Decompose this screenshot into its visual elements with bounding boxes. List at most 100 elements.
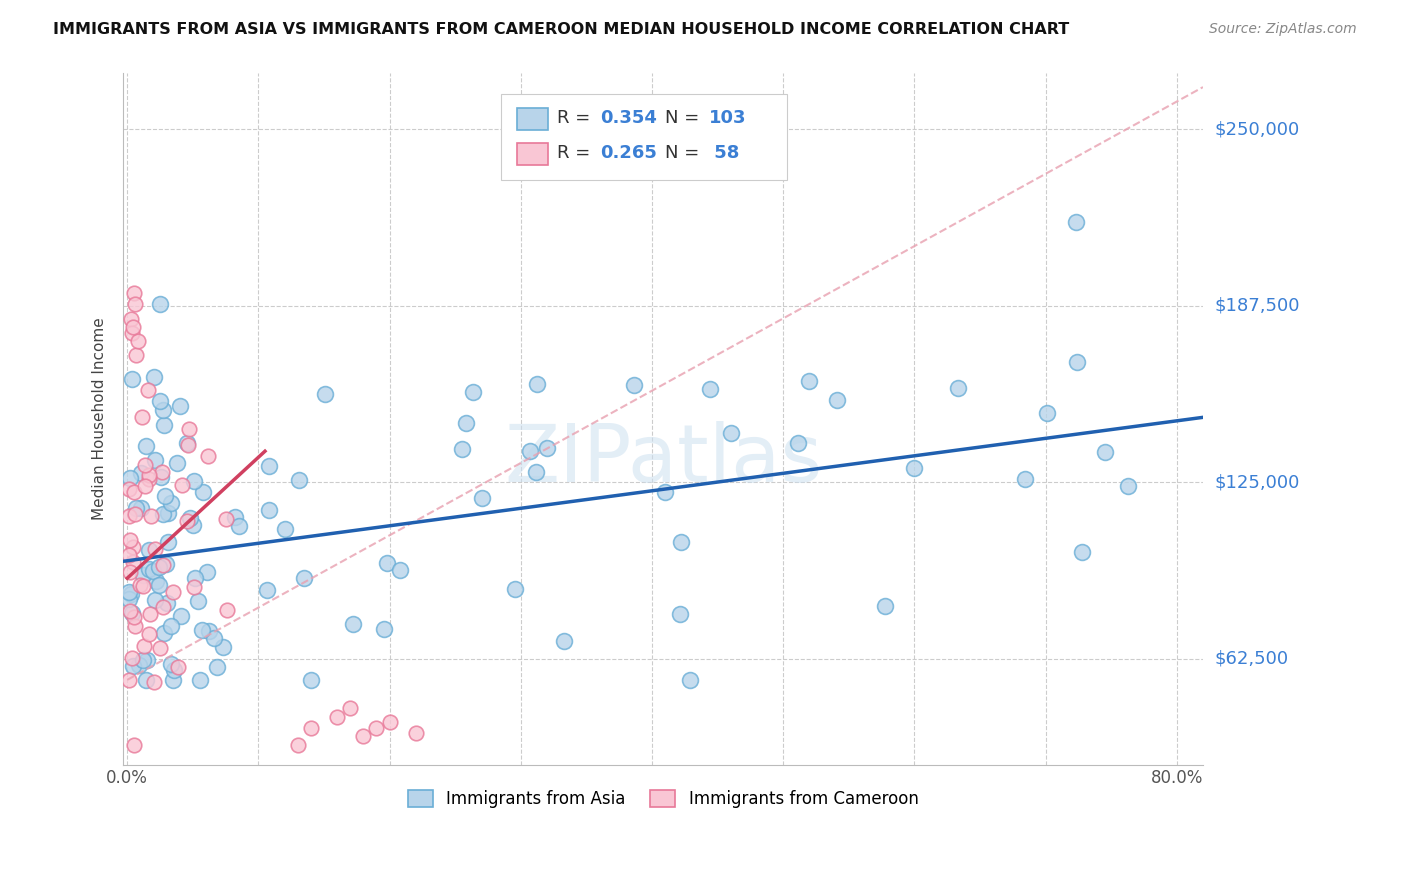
Point bbox=[117, 548, 139, 562]
Point bbox=[124, 507, 146, 521]
Point bbox=[139, 509, 162, 524]
Point bbox=[699, 382, 721, 396]
Point bbox=[825, 393, 848, 408]
Text: 0.265: 0.265 bbox=[600, 144, 658, 161]
Point bbox=[946, 381, 969, 395]
Point bbox=[155, 557, 177, 571]
Point bbox=[163, 663, 186, 677]
Point bbox=[118, 565, 141, 579]
Point bbox=[671, 534, 693, 549]
Point bbox=[461, 384, 484, 399]
Point bbox=[138, 471, 160, 485]
Point bbox=[160, 619, 183, 633]
Point bbox=[134, 458, 156, 472]
Point bbox=[124, 297, 146, 311]
Point bbox=[143, 593, 166, 607]
Point bbox=[131, 567, 153, 582]
Point bbox=[143, 541, 166, 556]
Point bbox=[326, 709, 349, 723]
Point bbox=[120, 604, 142, 618]
Point bbox=[366, 721, 388, 735]
Point bbox=[1035, 406, 1057, 420]
Point bbox=[1064, 214, 1087, 228]
Point bbox=[134, 640, 156, 654]
Point bbox=[197, 449, 219, 463]
Point bbox=[153, 489, 176, 503]
Point bbox=[183, 475, 205, 489]
Text: 58: 58 bbox=[709, 144, 740, 161]
Point bbox=[118, 592, 141, 607]
Point bbox=[623, 377, 645, 392]
Point bbox=[138, 467, 160, 482]
Point bbox=[125, 348, 148, 362]
Text: 103: 103 bbox=[709, 109, 747, 127]
Point bbox=[378, 715, 401, 730]
Point bbox=[373, 622, 395, 636]
Point bbox=[157, 506, 180, 520]
Point bbox=[118, 482, 141, 496]
Point bbox=[720, 425, 742, 440]
Point bbox=[188, 673, 211, 687]
Point bbox=[121, 320, 143, 334]
Point bbox=[314, 387, 336, 401]
Point bbox=[212, 640, 235, 654]
Point bbox=[117, 673, 139, 688]
Point bbox=[224, 510, 246, 524]
Point bbox=[177, 438, 200, 452]
Point bbox=[205, 659, 228, 673]
Point bbox=[132, 653, 155, 667]
Y-axis label: Median Household Income: Median Household Income bbox=[93, 318, 107, 520]
Point bbox=[352, 729, 374, 743]
Point bbox=[299, 721, 322, 735]
Point bbox=[191, 485, 214, 500]
Point bbox=[375, 557, 398, 571]
Point bbox=[797, 374, 820, 388]
Point bbox=[215, 512, 238, 526]
Point bbox=[187, 594, 209, 608]
Text: IMMIGRANTS FROM ASIA VS IMMIGRANTS FROM CAMEROON MEDIAN HOUSEHOLD INCOME CORRELA: IMMIGRANTS FROM ASIA VS IMMIGRANTS FROM … bbox=[53, 22, 1070, 37]
Point bbox=[179, 511, 201, 525]
Text: Source: ZipAtlas.com: Source: ZipAtlas.com bbox=[1209, 22, 1357, 37]
Text: N =: N = bbox=[665, 144, 706, 161]
Point bbox=[198, 624, 221, 638]
Point bbox=[143, 674, 166, 689]
Point bbox=[299, 673, 322, 687]
Point bbox=[124, 619, 146, 633]
Point bbox=[191, 623, 214, 637]
Point bbox=[183, 580, 205, 594]
Point bbox=[152, 507, 174, 521]
Point bbox=[136, 384, 159, 398]
Text: $187,500: $187,500 bbox=[1215, 297, 1299, 315]
Point bbox=[149, 641, 172, 656]
Point bbox=[138, 542, 160, 557]
Point bbox=[451, 442, 474, 456]
Point bbox=[160, 657, 183, 672]
Point bbox=[176, 435, 198, 450]
Point bbox=[152, 600, 174, 615]
Point bbox=[138, 562, 160, 576]
Point bbox=[1066, 354, 1088, 368]
Point bbox=[342, 616, 364, 631]
Text: 0.354: 0.354 bbox=[600, 109, 658, 127]
Point bbox=[121, 651, 143, 665]
Point bbox=[184, 571, 207, 585]
Point bbox=[157, 534, 180, 549]
Point bbox=[454, 417, 477, 431]
Point bbox=[139, 607, 162, 621]
Point bbox=[152, 558, 174, 572]
Point bbox=[162, 673, 184, 687]
Point bbox=[170, 609, 193, 624]
Point bbox=[1116, 478, 1139, 492]
Point bbox=[162, 585, 184, 599]
Point bbox=[169, 399, 191, 413]
Text: R =: R = bbox=[557, 109, 596, 127]
Point bbox=[257, 502, 280, 516]
Point bbox=[669, 607, 692, 621]
Point bbox=[129, 577, 152, 591]
Point bbox=[138, 626, 160, 640]
Point bbox=[122, 738, 145, 752]
Point bbox=[121, 606, 143, 620]
Point bbox=[176, 514, 198, 528]
Point bbox=[156, 596, 179, 610]
Point bbox=[181, 517, 204, 532]
